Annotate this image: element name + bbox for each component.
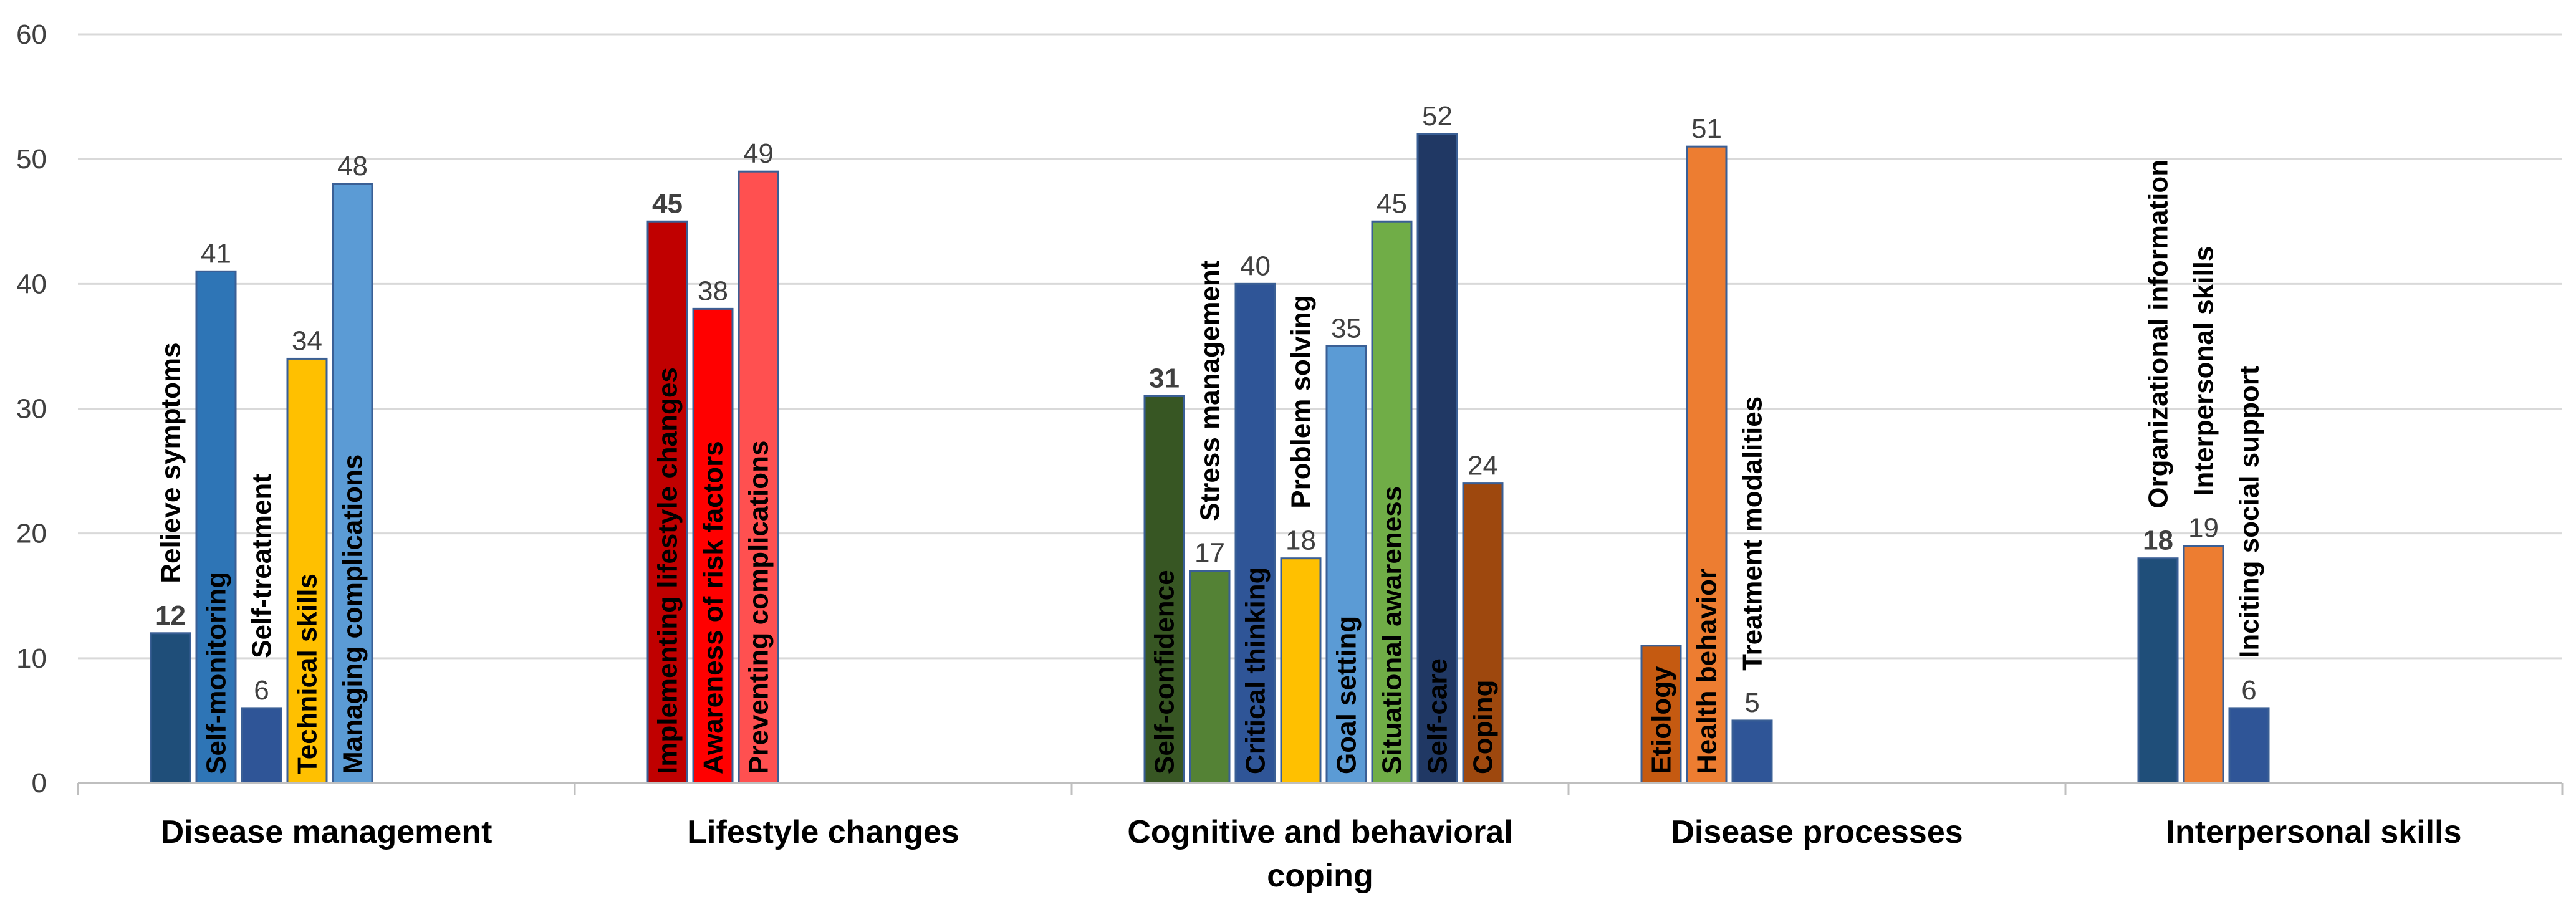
bar	[1416, 133, 1458, 784]
bar-name-label: Interpersonal skills	[2189, 246, 2219, 496]
bar-name-label: Technical skills	[292, 574, 323, 774]
y-tick-label: 20	[16, 519, 47, 549]
value-label: 35	[1331, 313, 1362, 343]
bar-name-label: Health behavior	[1692, 569, 1723, 774]
bar-name-label: Relieve symptoms	[156, 342, 186, 583]
category-label: Lifestyle changes	[687, 814, 959, 850]
value-label: 40	[1240, 251, 1271, 281]
bar	[646, 220, 688, 784]
category-label-line: Lifestyle changes	[687, 814, 959, 850]
value-label: 51	[1691, 113, 1722, 144]
axes: 0 10 20 30 40 50 60 Disease management Lifestyle…	[16, 19, 2564, 894]
category-label-line: Disease processes	[1671, 814, 1963, 850]
bar	[1371, 220, 1413, 784]
bar	[1462, 482, 1504, 784]
bar-name-label: Self-care	[1423, 658, 1453, 774]
bar	[2137, 557, 2179, 784]
y-tick-label: 0	[32, 768, 47, 799]
bar	[692, 307, 734, 784]
value-label: 38	[698, 276, 728, 306]
value-label: 45	[652, 188, 683, 219]
bar-name-label: Preventing complications	[744, 441, 774, 774]
value-label: 45	[1377, 188, 1407, 219]
y-tick-label: 30	[16, 394, 47, 425]
category-label-line: Interpersonal skills	[2166, 814, 2462, 850]
y-tick-label: 60	[16, 19, 47, 50]
bar-name-label: Inciting social support	[2234, 365, 2265, 658]
value-label: 5	[1744, 688, 1759, 718]
y-tick-label: 50	[16, 144, 47, 175]
bar-name-label: Coping	[1468, 679, 1499, 774]
value-label: 17	[1194, 538, 1225, 569]
bar-name-label: Awareness of risk factors	[698, 441, 729, 774]
value-label: 31	[1149, 363, 1180, 393]
bar	[738, 170, 779, 784]
value-label: 41	[201, 238, 231, 269]
bar-name-label: Goal setting	[1332, 616, 1362, 774]
bar-name-label: Etiology	[1646, 666, 1677, 774]
value-label: 34	[292, 325, 322, 356]
bar-name-label: Treatment modalities	[1737, 396, 1768, 671]
bar	[1280, 557, 1322, 784]
bar-name-label: Organizational information	[2143, 160, 2174, 509]
value-label: 18	[1286, 526, 1316, 556]
y-tick-label: 40	[16, 269, 47, 299]
value-label: 49	[743, 138, 774, 169]
category-label-line: Cognitive and behavioral	[1127, 814, 1512, 850]
category-label: Interpersonal skills	[2166, 814, 2462, 850]
bar-name-label: Critical thinking	[1241, 567, 1271, 774]
bar-name-label: Self-treatment	[247, 474, 277, 658]
bar	[1325, 345, 1367, 784]
category-label: Cognitive and behavioral coping	[1127, 814, 1512, 894]
bar-name-label: Managing complications	[338, 454, 368, 774]
bar-name-label: Stress management	[1195, 260, 1226, 521]
bar	[1640, 645, 1682, 784]
bar	[195, 270, 237, 784]
bar	[241, 707, 282, 784]
category-label: Disease management	[161, 814, 493, 850]
bar	[150, 632, 191, 784]
bar	[1731, 719, 1773, 784]
category-label: Disease processes	[1671, 814, 1963, 850]
y-tick-label: 10	[16, 643, 47, 674]
bar-labels: 12 Relieve symptoms 41 Self-monitoring 6 Self…	[155, 101, 2264, 774]
bar	[1189, 570, 1231, 784]
value-label: 24	[1468, 451, 1498, 481]
value-label: 48	[337, 151, 368, 181]
bars	[150, 133, 2270, 784]
bar-name-label: Implementing lifestyle changes	[653, 367, 683, 774]
bar-name-label: Self-monitoring	[201, 572, 232, 774]
bar	[1686, 145, 1728, 784]
bar	[2228, 707, 2270, 784]
category-label-line: coping	[1267, 858, 1373, 894]
value-label: 6	[2241, 675, 2256, 706]
value-label: 52	[1422, 101, 1453, 132]
bar	[2183, 545, 2224, 784]
bar-name-label: Situational awareness	[1377, 486, 1408, 774]
value-label: 18	[2143, 526, 2173, 556]
value-label: 19	[2188, 513, 2219, 544]
bar	[332, 183, 373, 784]
bar-name-label: Problem solving	[1286, 295, 1317, 508]
bar-name-label: Self-confidence	[1150, 570, 1180, 774]
category-label-line: Disease management	[161, 814, 493, 850]
value-label: 12	[155, 600, 186, 631]
value-label: 6	[254, 675, 269, 706]
